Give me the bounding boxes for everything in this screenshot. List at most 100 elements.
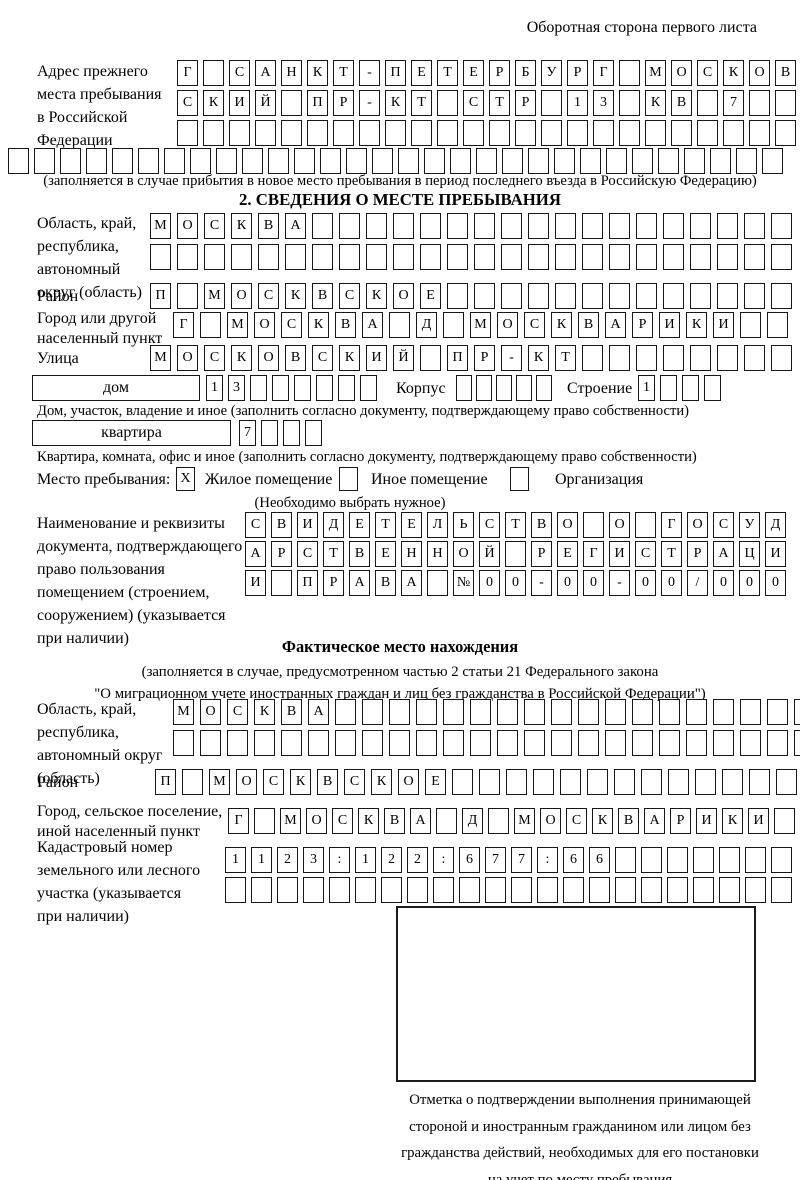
char-cell[interactable]: /	[687, 570, 708, 596]
char-cell[interactable]	[459, 877, 480, 903]
char-cell[interactable]	[609, 213, 630, 239]
char-cell[interactable]	[447, 283, 468, 309]
char-cell[interactable]	[511, 877, 532, 903]
char-cell[interactable]	[697, 120, 718, 146]
char-cell[interactable]: С	[281, 312, 302, 338]
char-cell[interactable]	[312, 244, 333, 270]
char-cell[interactable]	[605, 730, 626, 756]
char-cell[interactable]: У	[739, 512, 760, 538]
char-cell[interactable]: К	[722, 808, 743, 834]
char-cell[interactable]	[771, 283, 792, 309]
char-cell[interactable]	[606, 148, 627, 174]
char-cell[interactable]	[771, 244, 792, 270]
char-cell[interactable]: А	[245, 541, 266, 567]
char-cell[interactable]	[416, 699, 437, 725]
char-cell[interactable]	[283, 420, 300, 446]
char-cell[interactable]	[173, 730, 194, 756]
char-cell[interactable]: С	[245, 512, 266, 538]
char-cell[interactable]: А	[349, 570, 370, 596]
char-cell[interactable]	[614, 769, 635, 795]
char-cell[interactable]	[775, 90, 796, 116]
char-cell[interactable]	[582, 283, 603, 309]
char-cell[interactable]: :	[433, 847, 454, 873]
char-cell[interactable]: Ь	[453, 512, 474, 538]
char-cell[interactable]	[609, 345, 630, 371]
char-cell[interactable]	[636, 213, 657, 239]
char-cell[interactable]: М	[173, 699, 194, 725]
char-cell[interactable]: Т	[323, 541, 344, 567]
char-cell[interactable]: П	[447, 345, 468, 371]
char-cell[interactable]	[632, 148, 653, 174]
char-cell[interactable]	[717, 345, 738, 371]
char-cell[interactable]: 1	[355, 847, 376, 873]
char-cell[interactable]	[8, 148, 29, 174]
char-cell[interactable]	[294, 148, 315, 174]
char-cell[interactable]	[389, 699, 410, 725]
char-cell[interactable]	[389, 312, 410, 338]
char-cell[interactable]	[722, 769, 743, 795]
char-cell[interactable]	[767, 312, 788, 338]
char-cell[interactable]	[60, 148, 81, 174]
char-cell[interactable]: И	[713, 312, 734, 338]
char-cell[interactable]: С	[177, 90, 198, 116]
char-cell[interactable]: О	[497, 312, 518, 338]
char-cell[interactable]: К	[339, 345, 360, 371]
char-cell[interactable]: О	[453, 541, 474, 567]
char-cell[interactable]	[200, 730, 221, 756]
char-cell[interactable]: О	[398, 769, 419, 795]
char-cell[interactable]	[719, 847, 740, 873]
char-cell[interactable]: К	[551, 312, 572, 338]
char-cell[interactable]: 0	[635, 570, 656, 596]
char-cell[interactable]: В	[578, 312, 599, 338]
char-cell[interactable]	[671, 120, 692, 146]
char-cell[interactable]	[258, 244, 279, 270]
char-cell[interactable]	[271, 570, 292, 596]
char-cell[interactable]: Т	[333, 60, 354, 86]
char-cell[interactable]: В	[258, 213, 279, 239]
char-cell[interactable]	[474, 213, 495, 239]
char-cell[interactable]	[393, 244, 414, 270]
char-cell[interactable]	[420, 213, 441, 239]
char-cell[interactable]	[762, 148, 783, 174]
char-cell[interactable]	[251, 877, 272, 903]
char-cell[interactable]	[355, 877, 376, 903]
char-cell[interactable]	[524, 699, 545, 725]
char-cell[interactable]: В	[281, 699, 302, 725]
char-cell[interactable]: Т	[661, 541, 682, 567]
char-cell[interactable]: В	[349, 541, 370, 567]
char-cell[interactable]: Й	[393, 345, 414, 371]
char-cell[interactable]	[335, 699, 356, 725]
char-cell[interactable]	[164, 148, 185, 174]
char-cell[interactable]: П	[155, 769, 176, 795]
char-cell[interactable]: М	[150, 213, 171, 239]
char-cell[interactable]: С	[339, 283, 360, 309]
char-cell[interactable]: А	[644, 808, 665, 834]
char-cell[interactable]	[567, 120, 588, 146]
char-cell[interactable]	[138, 148, 159, 174]
char-cell[interactable]	[528, 148, 549, 174]
char-cell[interactable]: Т	[375, 512, 396, 538]
char-cell[interactable]	[528, 244, 549, 270]
char-cell[interactable]: В	[384, 808, 405, 834]
char-cell[interactable]: С	[312, 345, 333, 371]
char-cell[interactable]: А	[285, 213, 306, 239]
char-cell[interactable]	[794, 730, 800, 756]
char-cell[interactable]: В	[618, 808, 639, 834]
char-cell[interactable]	[359, 120, 380, 146]
char-cell[interactable]	[381, 877, 402, 903]
char-cell[interactable]	[767, 699, 788, 725]
char-cell[interactable]	[578, 699, 599, 725]
char-cell[interactable]: О	[687, 512, 708, 538]
char-cell[interactable]	[723, 120, 744, 146]
char-cell[interactable]: А	[308, 699, 329, 725]
char-cell[interactable]: М	[470, 312, 491, 338]
char-cell[interactable]	[510, 467, 529, 491]
char-cell[interactable]	[489, 120, 510, 146]
char-cell[interactable]	[645, 120, 666, 146]
char-cell[interactable]	[560, 769, 581, 795]
char-cell[interactable]: В	[271, 512, 292, 538]
char-cell[interactable]	[555, 244, 576, 270]
char-cell[interactable]	[740, 730, 761, 756]
char-cell[interactable]	[200, 312, 221, 338]
char-cell[interactable]: Г	[228, 808, 249, 834]
